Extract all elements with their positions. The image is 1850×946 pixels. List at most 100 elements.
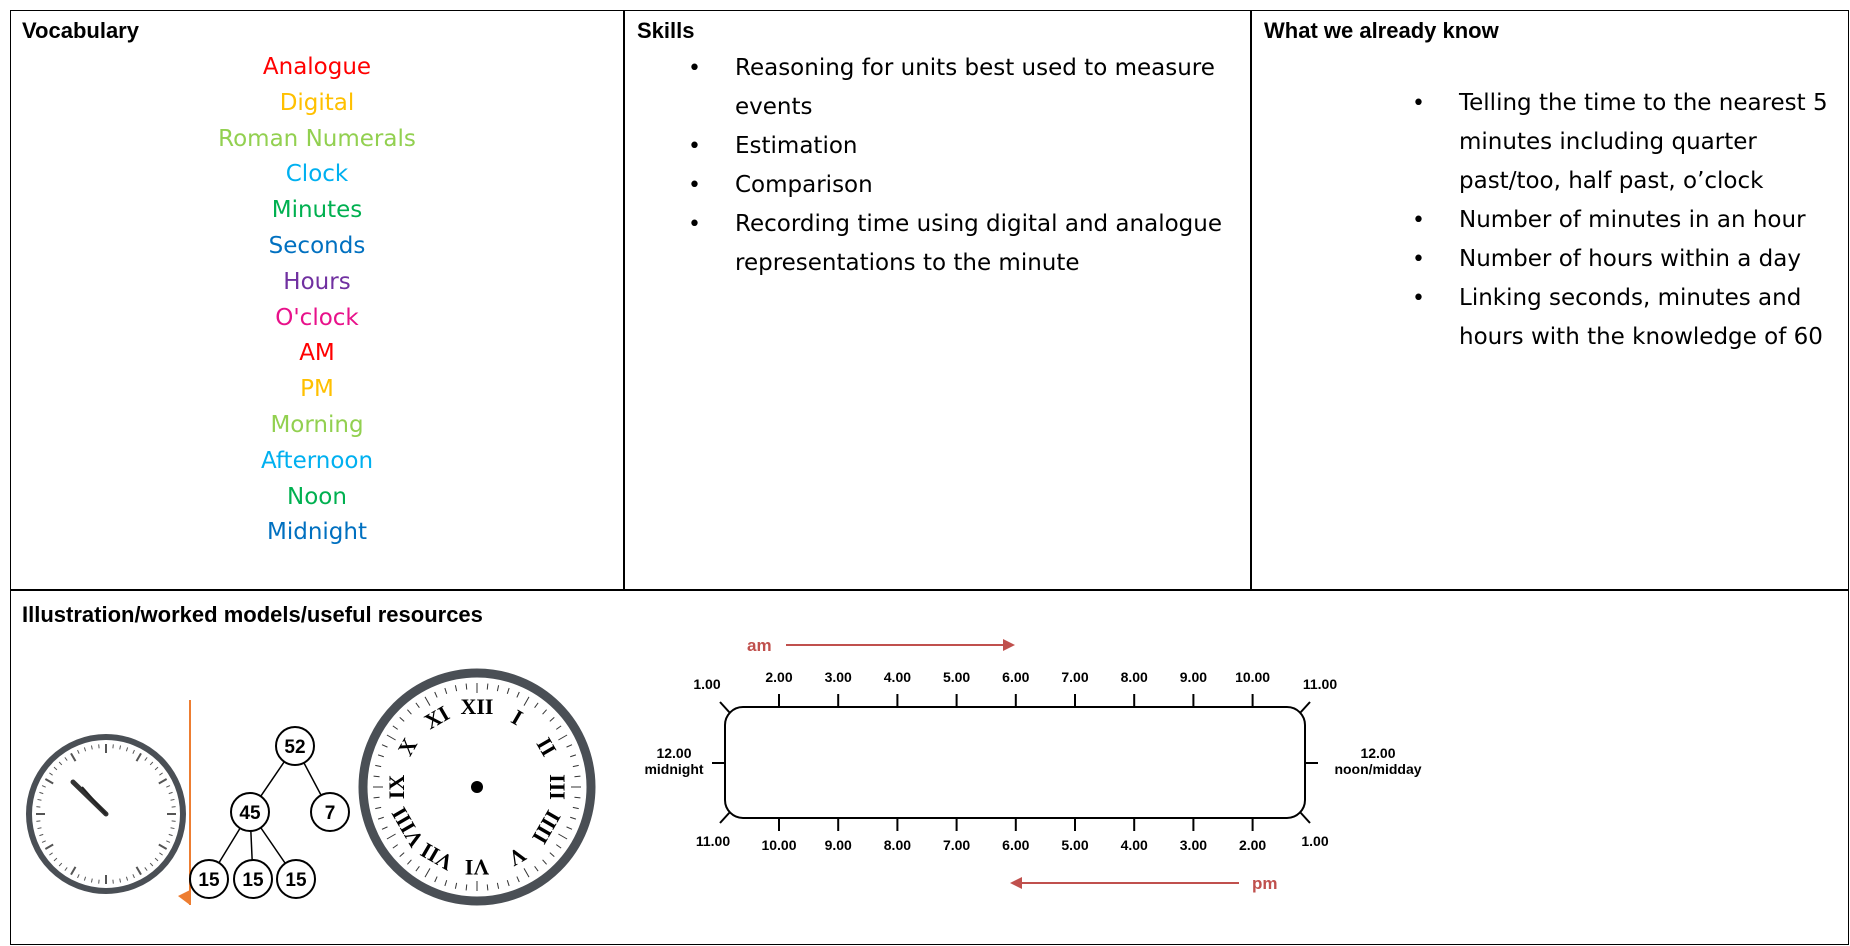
clock-tick	[125, 747, 129, 752]
list-item: Comparison	[688, 166, 1238, 205]
known-cell	[1250, 10, 1849, 591]
roman-clock-tick	[549, 717, 555, 722]
roman-clock-tick	[375, 806, 382, 810]
clock-tick	[90, 745, 93, 750]
timeline-label: 5.00	[1061, 837, 1088, 853]
roman-clock-tick	[444, 880, 448, 887]
bond-number: 15	[198, 870, 220, 891]
clock-tick	[168, 791, 173, 795]
roman-clock-tick	[434, 876, 438, 883]
roman-clock-tick	[373, 796, 380, 799]
vocabulary-list: Analogue Digital Roman Numerals Clock Minute…	[10, 50, 624, 551]
timeline-label: 7.00	[1061, 669, 1088, 685]
roman-clock-tick	[415, 865, 420, 872]
timeline-label: 11.00	[696, 833, 730, 849]
roman-clock-tick	[454, 685, 458, 692]
vocabulary-word: Hours	[283, 268, 351, 295]
timeline-label: 9.00	[1180, 669, 1207, 685]
skills-cell	[623, 10, 1252, 591]
clock-tick	[83, 876, 87, 881]
timeline-tick	[719, 811, 731, 824]
clock-tick	[132, 749, 135, 754]
roman-clock-tick	[506, 687, 510, 694]
bond-number: 7	[325, 803, 336, 824]
clock-tick	[135, 866, 142, 876]
list-item: Reasoning for units best used to measure…	[688, 49, 1238, 127]
roman-clock-tick	[465, 683, 468, 690]
roman-clock-tick	[486, 683, 489, 690]
clock-tick	[166, 840, 171, 843]
bond-circle	[189, 859, 229, 899]
roman-clock-tick	[381, 744, 388, 748]
roman-clock-tick	[558, 833, 568, 840]
clock-tick	[144, 867, 148, 871]
timeline-label: 4.00	[1121, 837, 1148, 853]
vocabulary-word: O'clock	[275, 304, 359, 331]
clock-tick	[77, 874, 80, 879]
clock-tick	[154, 857, 159, 862]
roman-clock-tick	[570, 816, 577, 820]
roman-clock-tick	[392, 725, 399, 730]
timeline-label: 1.00	[693, 676, 720, 692]
timeline-end-label: midnight	[644, 761, 703, 777]
timeline-end-label: noon/midday	[1334, 761, 1421, 777]
roman-clock-tick	[454, 882, 458, 889]
clock-tick	[149, 862, 154, 867]
clock-tick	[49, 852, 53, 856]
clock-tick	[166, 785, 171, 788]
timeline-tick	[1299, 701, 1311, 714]
orange-corner	[178, 890, 190, 905]
clock-tick	[39, 833, 44, 837]
roman-numeral: VI	[465, 855, 489, 880]
bond-circle	[310, 792, 350, 832]
roman-clock-tick	[465, 884, 468, 891]
bond-number: 15	[285, 870, 307, 891]
roman-clock-tick	[534, 865, 539, 872]
roman-clock-tick	[496, 685, 500, 692]
vocabulary-word: Afternoon	[260, 447, 374, 474]
timeline-label: 6.00	[1002, 837, 1029, 853]
bond-circle	[276, 859, 316, 899]
roman-clock-tick	[523, 696, 530, 706]
vocabulary-word: AM	[299, 340, 335, 367]
clock-tick	[132, 874, 135, 879]
roman-clock-tick	[555, 844, 562, 849]
roman-clock-tick	[415, 702, 420, 709]
clock-tick	[64, 867, 68, 871]
roman-clock-tick	[566, 744, 573, 748]
skills-title: Skills	[637, 18, 695, 43]
clock-tick	[149, 761, 154, 766]
clock-tick	[53, 766, 58, 771]
clock-tick	[77, 749, 80, 754]
clock-tick	[70, 752, 77, 762]
clock-tick	[58, 761, 63, 766]
timeline-label: 3.00	[1180, 837, 1207, 853]
am-arrowhead	[1003, 639, 1015, 651]
timeline-label: 6.00	[1002, 669, 1029, 685]
roman-clock-tick	[407, 709, 412, 715]
roman-clock-tick	[574, 775, 581, 778]
timeline-label: 2.00	[1239, 837, 1266, 853]
timeline-label: 8.00	[1121, 669, 1148, 685]
timeline-label: 5.00	[943, 669, 970, 685]
clock-tick	[70, 866, 77, 876]
roman-clock-tick	[572, 806, 579, 810]
clock-tick	[119, 745, 122, 750]
timeline-tick	[719, 701, 731, 714]
bond-circle	[275, 726, 315, 766]
clock-tick	[158, 778, 168, 785]
vocabulary-word: Noon	[287, 483, 347, 510]
roman-clock-tick	[381, 826, 388, 830]
roman-clock-tick	[534, 702, 539, 709]
bond-circle	[230, 792, 270, 832]
clock-tick	[90, 878, 93, 883]
clock-tick	[170, 798, 175, 801]
clock-tick	[119, 878, 122, 883]
known-list: Telling the time to the nearest 5 minute…	[1412, 84, 1842, 357]
pm-label: pm	[1252, 874, 1278, 893]
skills-list: Reasoning for units best used to measure…	[688, 49, 1238, 283]
roman-clock-tick	[399, 717, 405, 722]
